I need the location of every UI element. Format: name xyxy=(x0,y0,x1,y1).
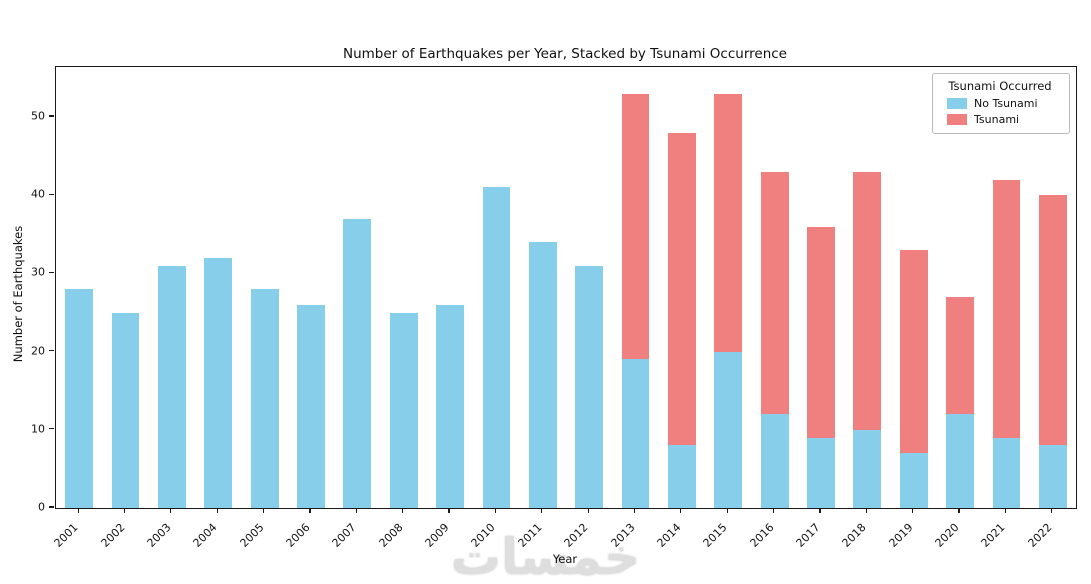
bar-segment-2008-no-tsunami xyxy=(389,312,418,508)
bar-segment-2014-no-tsunami xyxy=(668,445,696,508)
x-tick-mark xyxy=(819,508,821,513)
x-tick-mark xyxy=(587,508,589,513)
legend-entry-no-tsunami: No Tsunami xyxy=(941,97,1059,110)
y-tick-label: 40 xyxy=(31,187,45,201)
bar-segment-2010-no-tsunami xyxy=(482,187,511,508)
x-tick-mark xyxy=(402,508,404,513)
y-tick-mark xyxy=(49,506,54,508)
bar-segment-2011-no-tsunami xyxy=(528,242,557,508)
legend-swatch-no-tsunami xyxy=(947,98,967,109)
bar-segment-2022-tsunami xyxy=(1038,195,1067,446)
x-tick-mark xyxy=(170,508,172,513)
bar-segment-2003-no-tsunami xyxy=(158,265,186,508)
x-tick-mark xyxy=(726,508,728,513)
x-tick-mark xyxy=(355,508,357,513)
x-tick-mark xyxy=(912,508,914,513)
x-tick-mark xyxy=(680,508,682,513)
y-tick-label: 10 xyxy=(31,422,45,436)
bar-segment-2020-tsunami xyxy=(946,296,974,415)
bar-segment-2013-no-tsunami xyxy=(621,359,650,508)
legend-entry-tsunami: Tsunami xyxy=(941,113,1059,126)
bar-segment-2018-tsunami xyxy=(853,171,882,430)
x-tick-mark xyxy=(958,508,960,513)
y-tick-mark xyxy=(49,271,54,273)
y-tick-mark xyxy=(49,350,54,352)
bar-segment-2006-no-tsunami xyxy=(297,304,325,508)
legend-label-no-tsunami: No Tsunami xyxy=(974,97,1038,110)
y-tick-label: 0 xyxy=(38,500,45,514)
bar-segment-2002-no-tsunami xyxy=(111,312,140,508)
legend: Tsunami Occurred No Tsunami Tsunami xyxy=(932,73,1070,134)
x-tick-mark xyxy=(309,508,311,513)
bar-segment-2019-tsunami xyxy=(899,249,928,454)
x-tick-mark xyxy=(865,508,867,513)
bar-segment-2020-no-tsunami xyxy=(946,414,974,508)
x-tick-mark xyxy=(541,508,543,513)
bar-segment-2009-no-tsunami xyxy=(436,304,464,508)
bar-segment-2013-tsunami xyxy=(621,93,650,360)
legend-title: Tsunami Occurred xyxy=(948,79,1052,93)
x-tick-mark xyxy=(494,508,497,513)
x-tick-mark xyxy=(448,508,450,513)
bar-segment-2014-tsunami xyxy=(668,132,696,446)
y-tick-mark xyxy=(49,193,54,195)
x-tick-mark xyxy=(123,508,126,513)
chart-title: Number of Earthquakes per Year, Stacked … xyxy=(343,46,787,62)
x-tick-mark xyxy=(773,508,775,513)
bar-segment-2012-no-tsunami xyxy=(575,265,604,508)
legend-label-tsunami: Tsunami xyxy=(974,113,1020,126)
bar-segment-2001-no-tsunami xyxy=(65,289,94,508)
y-tick-mark xyxy=(49,428,54,430)
y-tick-label: 50 xyxy=(31,109,45,123)
y-tick-label: 30 xyxy=(31,265,45,279)
bar-segment-2015-tsunami xyxy=(714,93,743,352)
legend-swatch-tsunami xyxy=(947,114,967,125)
bar-segment-2021-tsunami xyxy=(992,179,1021,438)
y-tick-label: 20 xyxy=(31,344,45,358)
x-tick-mark xyxy=(263,508,265,513)
bar-segment-2022-no-tsunami xyxy=(1038,445,1067,508)
bar-segment-2016-tsunami xyxy=(760,171,789,415)
bar-segment-2017-tsunami xyxy=(807,226,835,438)
bar-segment-2004-no-tsunami xyxy=(204,257,233,508)
bar-segment-2015-no-tsunami xyxy=(714,351,743,508)
bar-segment-2016-no-tsunami xyxy=(760,414,789,508)
x-tick-mark xyxy=(633,508,636,513)
bar-segment-2018-no-tsunami xyxy=(853,429,882,508)
bar-segment-2021-no-tsunami xyxy=(992,437,1021,508)
plot-area: Tsunami Occurred No Tsunami Tsunami xyxy=(55,66,1077,509)
x-tick-mark xyxy=(1051,508,1053,513)
bar-segment-2019-no-tsunami xyxy=(899,453,928,508)
bar-segment-2005-no-tsunami xyxy=(250,289,279,508)
x-axis-label: Year xyxy=(552,552,578,566)
y-tick-mark xyxy=(49,115,54,117)
x-tick-mark xyxy=(1004,508,1007,513)
x-tick-mark xyxy=(216,508,218,513)
x-tick-mark xyxy=(77,508,79,513)
bar-segment-2017-no-tsunami xyxy=(807,437,835,508)
bar-segment-2007-no-tsunami xyxy=(343,218,372,508)
